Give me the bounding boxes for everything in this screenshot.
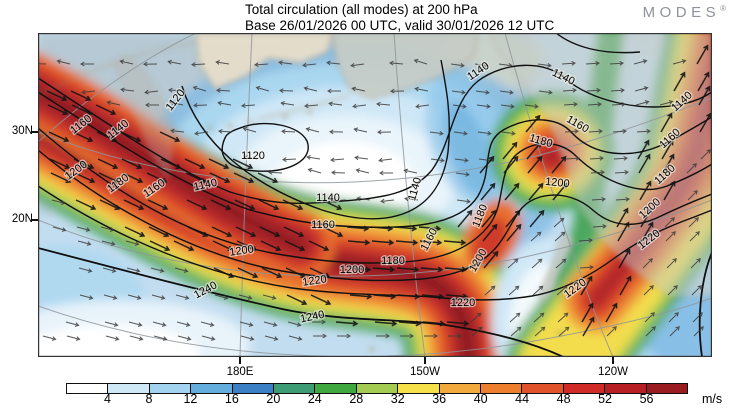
contour-label: 1160: [311, 219, 335, 231]
lon-label: 180E: [226, 366, 254, 378]
colorbar-cell: [273, 384, 315, 393]
colorbar-tick-label: 28: [349, 392, 364, 406]
lon-tick: [424, 357, 426, 364]
colorbar-tick-label: 36: [432, 392, 447, 406]
colorbar-tick-label: 24: [307, 392, 322, 406]
colorbar-cell: [562, 384, 605, 393]
colorbar-unit-label: m/s: [702, 392, 723, 406]
colorbar-cell: [314, 384, 356, 393]
contour-label: 1180: [381, 255, 405, 267]
colorbar-cell: [645, 384, 688, 393]
colorbar-cell: [148, 384, 191, 393]
colorbar-tick-label: 8: [145, 392, 153, 406]
colorbar: [66, 383, 688, 394]
map-border: [37, 32, 712, 357]
colorbar-tick-label: 20: [266, 392, 281, 406]
colorbar-tick-label: 44: [515, 392, 530, 406]
colorbar-cell: [438, 384, 481, 393]
lon-label: 150W: [409, 366, 441, 378]
colorbar-tick-label: 12: [183, 392, 198, 406]
colorbar-tick-label: 16: [224, 392, 239, 406]
colorbar-cell: [604, 384, 646, 393]
chart-titles: Total circulation (all modes) at 200 hPa…: [245, 2, 554, 33]
chart-subtitle: Base 26/01/2026 00 UTC, valid 30/01/2026…: [245, 17, 555, 33]
contour-label: 1220: [302, 273, 328, 288]
colorbar-tick-label: 56: [639, 392, 654, 406]
colorbar-cell: [67, 384, 108, 393]
contour-label: 1200: [545, 176, 571, 190]
colorbar-tick-label: 4: [103, 392, 111, 406]
map-panel: 1160 1140 1120 1120 1200 1180 1160 1140 1140 1140…: [0, 32, 750, 357]
lon-tick: [612, 357, 614, 364]
chart-title: Total circulation (all modes) at 200 hPa: [245, 2, 478, 17]
colorbar-cell: [480, 384, 522, 393]
contour-label: 1220: [451, 297, 475, 309]
contour-label: 1200: [340, 264, 364, 276]
colorbar-tick-label: 32: [390, 392, 405, 406]
colorbar-tick-label: 48: [556, 392, 571, 406]
lat-tick: [32, 219, 38, 221]
land-layer: [37, 32, 713, 351]
modes-logo: MODES®: [642, 4, 726, 21]
lat-label: 30N: [11, 125, 33, 137]
colorbar-cell: [231, 384, 274, 393]
colorbar-cell: [397, 384, 439, 393]
lat-label: 20N: [11, 213, 33, 225]
registered-mark: ®: [720, 4, 726, 13]
lon-tick: [239, 357, 241, 364]
contour-label: 1120: [241, 150, 265, 162]
colorbar-cell: [107, 384, 149, 393]
contour-label: 1200: [229, 243, 255, 258]
lat-tick: [32, 131, 38, 133]
colorbar-cell: [355, 384, 398, 393]
colorbar-tick-label: 52: [598, 392, 613, 406]
wind-arrows-layer: [32, 44, 712, 341]
colorbar-tick-label: 40: [473, 392, 488, 406]
colorbar-cell: [190, 384, 232, 393]
colorbar-cell: [521, 384, 563, 393]
lon-label: 120W: [597, 366, 629, 378]
contour-label: 1140: [316, 192, 340, 204]
